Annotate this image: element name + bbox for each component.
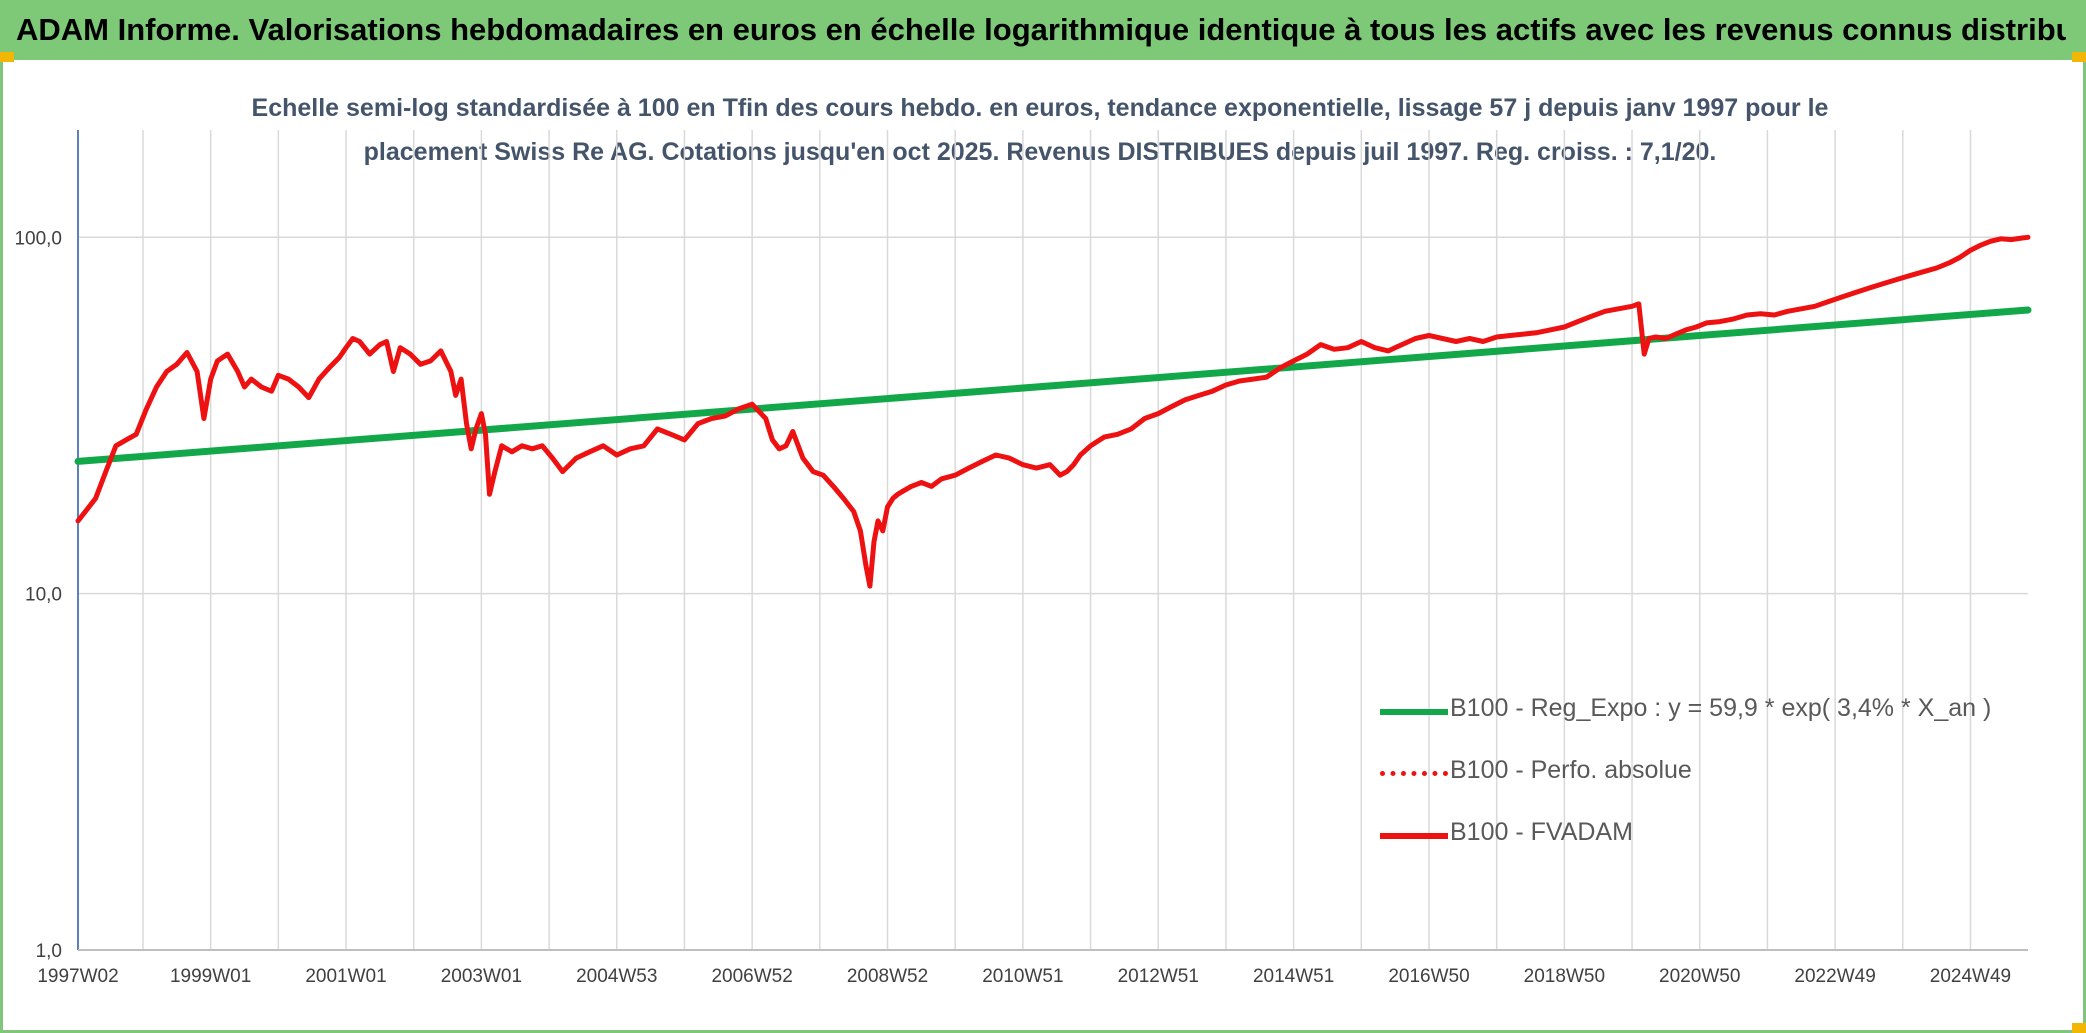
corner-mark-bottom-right: [2072, 1023, 2086, 1033]
series-line-fvadam: [75, 234, 2031, 589]
x-tick-label: 2006W52: [711, 966, 792, 987]
chart-legend: B100 - Reg_Expo : y = 59,9 * exp( 3,4% *…: [1380, 685, 2020, 871]
x-tick-label: 2003W01: [441, 966, 522, 987]
legend-swatch-regression: [1380, 709, 1448, 715]
x-tick-label: 2018W50: [1524, 966, 1605, 987]
legend-swatch-perfo-absolue: [1380, 771, 1448, 776]
y-tick-label: 1,0: [36, 941, 62, 962]
header-title: ADAM Informe. Valorisations hebdomadaire…: [16, 12, 2066, 47]
corner-mark-top-right: [2072, 52, 2086, 62]
x-tick-label: 2024W49: [1930, 966, 2011, 987]
tick-label-layer: 1,0 10,0 100,0 1997W02 1999W01 2001W01 2003W01…: [14, 228, 2011, 987]
x-tick-label: 2008W52: [847, 966, 928, 987]
series-line-regression: [74, 306, 2032, 465]
legend-item-regression: B100 - Reg_Expo : y = 59,9 * exp( 3,4% *…: [1380, 685, 2020, 747]
chart-title-line-2: placement Swiss Re AG. Cotations jusqu'e…: [363, 138, 1717, 166]
y-tick-label: 100,0: [14, 228, 62, 249]
x-tick-label: 2016W50: [1388, 966, 1469, 987]
x-tick-label: 1997W02: [37, 966, 118, 987]
series-layer: [74, 234, 2032, 589]
x-tick-label: 2022W49: [1794, 966, 1875, 987]
y-tick-label: 10,0: [25, 585, 62, 606]
x-tick-label: 2001W01: [305, 966, 386, 987]
legend-label-fvadam: B100 - FVADAM: [1450, 818, 1633, 846]
legend-item-perfo-absolue: B100 - Perfo. absolue: [1380, 747, 2020, 809]
legend-label-regression: B100 - Reg_Expo : y = 59,9 * exp( 3,4% *…: [1450, 694, 1992, 722]
chart-title-line-1: Echelle semi-log standardisée à 100 en T…: [251, 94, 1829, 122]
header-band: [0, 0, 2086, 60]
corner-mark-top-left: [0, 52, 14, 62]
legend-item-fvadam: B100 - FVADAM: [1380, 809, 2020, 871]
legend-label-perfo-absolue: B100 - Perfo. absolue: [1450, 756, 1692, 784]
legend-swatch-fvadam: [1380, 833, 1448, 839]
x-tick-label: 1999W01: [170, 966, 251, 987]
x-tick-label: 2010W51: [982, 966, 1063, 987]
chart-title: Echelle semi-log standardisée à 100 en T…: [200, 86, 1880, 174]
x-tick-label: 2004W53: [576, 966, 657, 987]
x-tick-label: 2012W51: [1118, 966, 1199, 987]
x-tick-label: 2014W51: [1253, 966, 1334, 987]
axis-layer: [77, 130, 2028, 951]
x-tick-label: 2020W50: [1659, 966, 1740, 987]
